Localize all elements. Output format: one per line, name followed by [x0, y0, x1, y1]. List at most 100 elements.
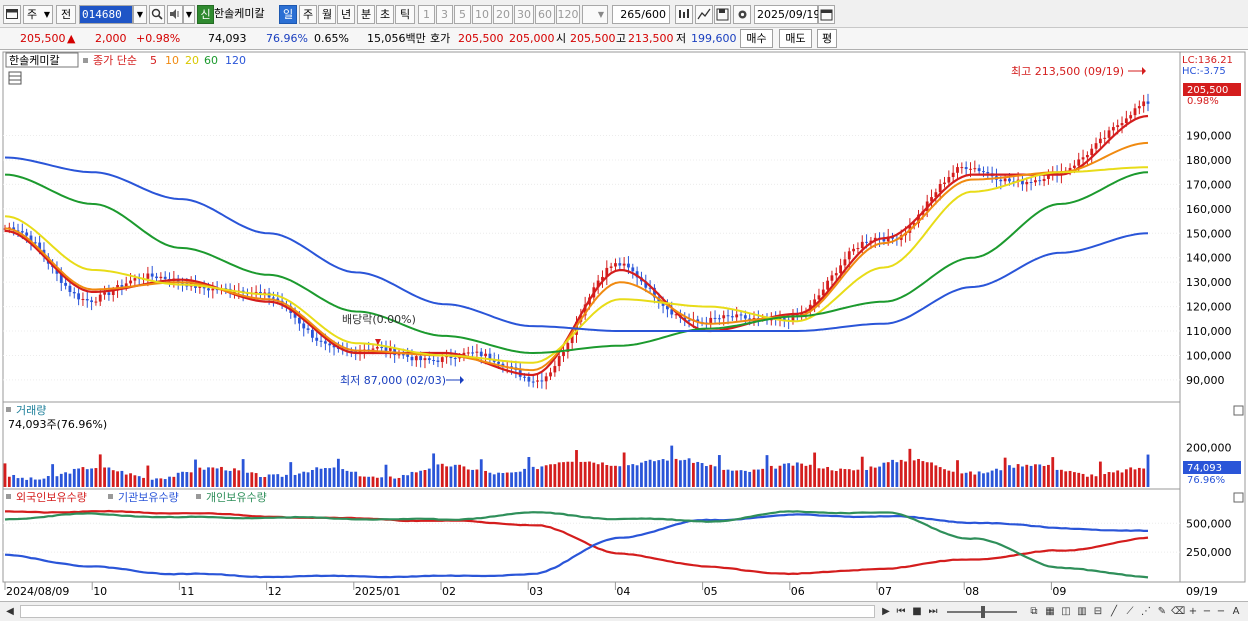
- buy-button[interactable]: 매수: [740, 29, 773, 48]
- x-axis-label: 11: [180, 585, 194, 598]
- zoom-out-icon[interactable]: −: [1202, 606, 1212, 617]
- bars-icon[interactable]: ▥: [1077, 606, 1087, 617]
- volume-bar: [904, 461, 907, 487]
- volume-bar: [419, 470, 423, 487]
- volume-bar: [64, 472, 68, 487]
- volume-bar: [986, 472, 990, 487]
- scroll-track[interactable]: [20, 605, 875, 618]
- reset-zoom-icon[interactable]: −: [1216, 606, 1226, 617]
- code-dropdown-icon[interactable]: ▼: [133, 5, 147, 24]
- candle-body: [1090, 148, 1094, 156]
- candle-body: [882, 238, 886, 242]
- quote-bar: 205,500 ▲ 2,000 +0.98% 74,093 76.96% 0.6…: [0, 28, 1248, 50]
- interval-30[interactable]: 30: [514, 5, 534, 24]
- volume-tick-label: 200,000: [1186, 442, 1232, 455]
- interval-60[interactable]: 60: [535, 5, 555, 24]
- bar-count-input[interactable]: 265/600: [612, 5, 670, 24]
- calendar-icon[interactable]: [818, 5, 835, 24]
- interval-3[interactable]: 3: [436, 5, 453, 24]
- volume-bar: [1098, 461, 1102, 487]
- scroll-left-icon[interactable]: ◀: [6, 606, 14, 617]
- tab-period-month[interactable]: 월: [318, 5, 336, 24]
- tab-period-second[interactable]: 초: [376, 5, 394, 24]
- interval-5[interactable]: 5: [454, 5, 471, 24]
- candle-body: [943, 182, 946, 184]
- candle-body: [549, 372, 552, 377]
- save-icon[interactable]: [714, 5, 731, 24]
- tab-period-day[interactable]: 일: [279, 5, 297, 24]
- candle-body: [124, 283, 128, 288]
- candle-body: [839, 265, 843, 274]
- date-input[interactable]: 2025/09/19: [754, 5, 820, 24]
- chart-tools-icon[interactable]: [675, 5, 693, 24]
- candle-body: [1103, 137, 1107, 139]
- trend-tool-icon[interactable]: ⟋: [1126, 606, 1134, 617]
- candle-body: [440, 357, 444, 362]
- candle-body: [254, 291, 258, 293]
- volume-bar: [1137, 467, 1141, 487]
- volume-bar: [683, 459, 687, 487]
- legend-marker-icon: [6, 407, 11, 412]
- last-page-icon[interactable]: ⏭: [928, 606, 938, 617]
- panel-icon[interactable]: ◫: [1061, 606, 1071, 617]
- volume-bar: [943, 469, 946, 487]
- panel-close-icon[interactable]: [1233, 492, 1244, 503]
- volume-bar: [921, 461, 925, 487]
- volume-bar: [336, 458, 340, 487]
- tab-period-year[interactable]: 년: [337, 5, 355, 24]
- panel-close-icon[interactable]: [1233, 405, 1244, 416]
- volume-bar: [194, 459, 197, 487]
- tab-period-week[interactable]: 주: [299, 5, 317, 24]
- auto-scale-icon[interactable]: A: [1232, 606, 1240, 617]
- ma-line-20: [4, 166, 1148, 364]
- volume-bar: [691, 462, 695, 487]
- ruler-icon[interactable]: ⊟: [1093, 606, 1103, 617]
- volume-bar: [540, 466, 544, 487]
- window-icon[interactable]: [3, 5, 21, 24]
- volume-bar: [583, 461, 587, 487]
- gear-icon[interactable]: [733, 5, 751, 24]
- fib-tool-icon[interactable]: ⋰: [1141, 606, 1151, 617]
- scroll-right-icon[interactable]: ▶: [882, 606, 890, 617]
- interval-10[interactable]: 10: [472, 5, 492, 24]
- interval-custom-select[interactable]: ▼: [582, 5, 608, 24]
- stop-icon[interactable]: ■: [912, 606, 922, 617]
- volume-bar: [380, 477, 384, 487]
- volume-bar: [315, 467, 319, 487]
- market-select[interactable]: 주 ▼: [23, 5, 53, 24]
- tab-period-tick[interactable]: 틱: [395, 5, 415, 24]
- candle-body: [964, 167, 968, 170]
- volume-bar: [1103, 474, 1107, 487]
- volume-bar: [466, 469, 470, 487]
- evaluation-button[interactable]: 평: [817, 29, 837, 48]
- volume-bar: [886, 462, 890, 487]
- stock-code-input[interactable]: 014680: [79, 5, 133, 24]
- zoom-slider-handle[interactable]: [981, 606, 985, 618]
- draw-line-icon[interactable]: [695, 5, 713, 24]
- sell-button[interactable]: 매도: [779, 29, 812, 48]
- interval-1[interactable]: 1: [418, 5, 435, 24]
- chart-scrollbar[interactable]: ◀ ▶ ⏮ ■ ⏭ ⧉ ▦ ◫ ▥ ⊟ ╱ ⟋ ⋰ ✎ ⌫ + − − A: [0, 601, 1248, 621]
- volume-bar: [220, 466, 223, 487]
- volume-bar: [1064, 471, 1068, 487]
- candle-body: [1124, 118, 1128, 124]
- zoom-in-icon[interactable]: +: [1188, 606, 1198, 617]
- first-page-icon[interactable]: ⏮: [896, 606, 906, 617]
- candle-body: [1081, 157, 1085, 160]
- sound-icon[interactable]: [167, 5, 183, 24]
- data-table-icon[interactable]: [8, 71, 22, 85]
- interval-120[interactable]: 120: [556, 5, 580, 24]
- search-icon[interactable]: [149, 5, 165, 24]
- volume-bar: [250, 472, 254, 487]
- chart-area[interactable]: 90,000 100,000 110,000 120,000 130,000 140,00…: [0, 50, 1248, 601]
- line-tool-icon[interactable]: ╱: [1110, 606, 1118, 617]
- layout-icon[interactable]: ▦: [1045, 606, 1055, 617]
- copy-icon[interactable]: ⧉: [1030, 606, 1038, 617]
- prev-button[interactable]: 전: [56, 5, 76, 24]
- candle-body: [1034, 180, 1037, 183]
- interval-20[interactable]: 20: [493, 5, 513, 24]
- sound-dropdown-icon[interactable]: ▼: [183, 5, 195, 24]
- tab-period-minute[interactable]: 분: [357, 5, 375, 24]
- delete-tool-icon[interactable]: ⌫: [1171, 606, 1186, 617]
- edit-tool-icon[interactable]: ✎: [1157, 606, 1167, 617]
